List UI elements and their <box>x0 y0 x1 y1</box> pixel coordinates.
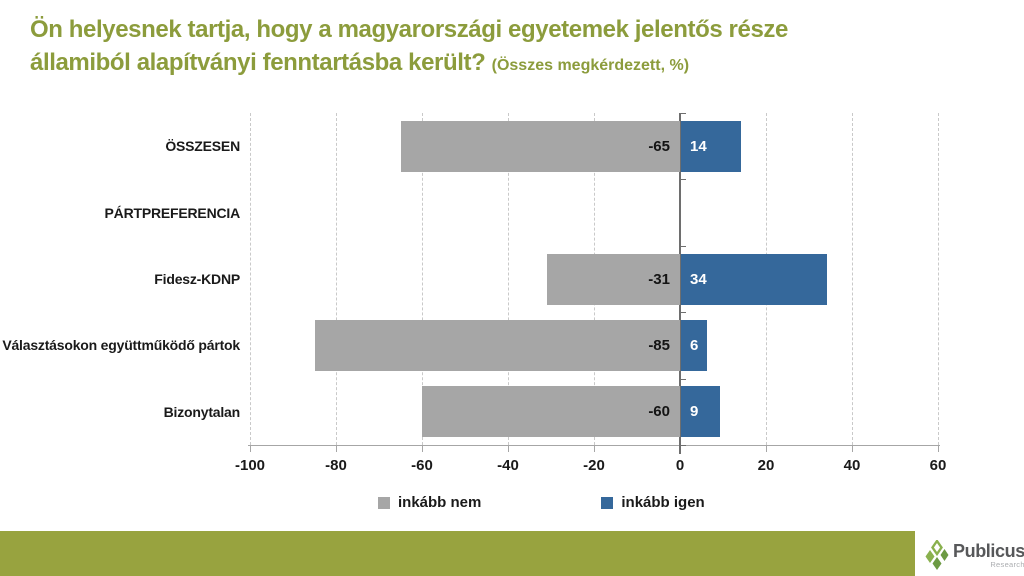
bar-nem-0: -65 <box>400 120 680 172</box>
title-line-2: államiból alapítványi fenntartásba kerül… <box>30 46 998 82</box>
x-axis-label--80: -80 <box>325 457 347 474</box>
publicus-logo: Publicus Research <box>925 540 1024 570</box>
x-axis-label--60: -60 <box>411 457 433 474</box>
gridline-60 <box>938 113 939 445</box>
gridline--40 <box>508 113 509 445</box>
x-axis-tick-60 <box>938 445 939 452</box>
x-axis-tick--40 <box>508 445 509 452</box>
bar-igen-0: 14 <box>681 120 742 172</box>
x-axis-line <box>248 445 940 446</box>
x-axis-label-40: 40 <box>843 457 861 474</box>
category-axis-tick <box>680 179 686 181</box>
publicus-diamonds-icon <box>925 540 949 570</box>
gridline--80 <box>336 113 337 445</box>
category-label: Választásokon együttműködő pártok <box>2 337 240 354</box>
x-axis-tick--100 <box>250 445 251 452</box>
brand-subtitle: Research <box>990 560 1024 569</box>
bar-igen-3: 6 <box>681 319 707 371</box>
bar-igen-4: 9 <box>681 386 720 438</box>
x-axis-tick--80 <box>336 445 337 452</box>
chart-legend: inkább nem inkább igen <box>378 494 705 511</box>
legend-item-inkabb-igen: inkább igen <box>601 494 705 511</box>
legend-label-igen: inkább igen <box>621 494 705 511</box>
bar-igen-2: 34 <box>681 253 828 305</box>
title-line-2-text: államiból alapítványi fenntartásba kerül… <box>30 49 486 76</box>
brand-name: Publicus <box>953 541 1024 561</box>
category-label: Bizonytalan <box>163 403 241 420</box>
category-axis-tick <box>680 113 686 114</box>
legend-swatch-nem <box>378 496 390 509</box>
category-axis-tick <box>680 378 686 380</box>
category-axis-tick <box>680 312 686 314</box>
x-axis-label-0: 0 <box>675 457 685 474</box>
category-label: ÖSSZESEN <box>165 138 240 155</box>
bar-chart-plot-area: -100 -80 -60 -40 -20 0 20 40 60 ÖSSZESEN -65 14 PÁRT… <box>2 113 946 474</box>
x-axis-label-60: 60 <box>929 457 947 474</box>
zero-axis-line <box>679 113 681 454</box>
category-axis-tick <box>680 245 686 247</box>
legend-item-inkabb-nem: inkább nem <box>378 494 481 511</box>
x-axis-tick--20 <box>594 445 595 452</box>
x-axis-label--40: -40 <box>497 457 519 474</box>
x-axis-tick-40 <box>852 445 853 452</box>
bar-nem-4: -60 <box>422 386 680 438</box>
bar-nem-3: -85 <box>314 319 680 371</box>
legend-swatch-igen <box>601 496 614 509</box>
gridline-40 <box>852 113 853 445</box>
x-axis-tick--60 <box>422 445 423 452</box>
category-label: PÁRTPREFERENCIA <box>104 204 241 221</box>
x-axis-label--20: -20 <box>583 457 605 474</box>
gridline--100 <box>250 113 251 445</box>
title-subtitle: (Összes megkérdezett, %) <box>491 57 690 74</box>
publicus-logo-text: Publicus Research <box>953 542 1024 569</box>
chart-title: Ön helyesnek tartja, hogy a magyarország… <box>30 13 998 82</box>
category-axis-tick <box>680 445 686 446</box>
x-axis-label-20: 20 <box>757 457 775 474</box>
title-line-1: Ön helyesnek tartja, hogy a magyarország… <box>30 13 998 46</box>
x-axis-tick-20 <box>766 445 767 452</box>
bar-nem-2: -31 <box>546 253 680 305</box>
legend-label-nem: inkább nem <box>398 494 482 511</box>
gridline--60 <box>422 113 423 445</box>
x-axis-label--100: -100 <box>234 457 266 474</box>
category-label: Fidesz-KDNP <box>154 270 240 287</box>
footer-band <box>0 531 915 576</box>
title-line-1-text: Ön helyesnek tartja, hogy a magyarország… <box>30 16 788 43</box>
